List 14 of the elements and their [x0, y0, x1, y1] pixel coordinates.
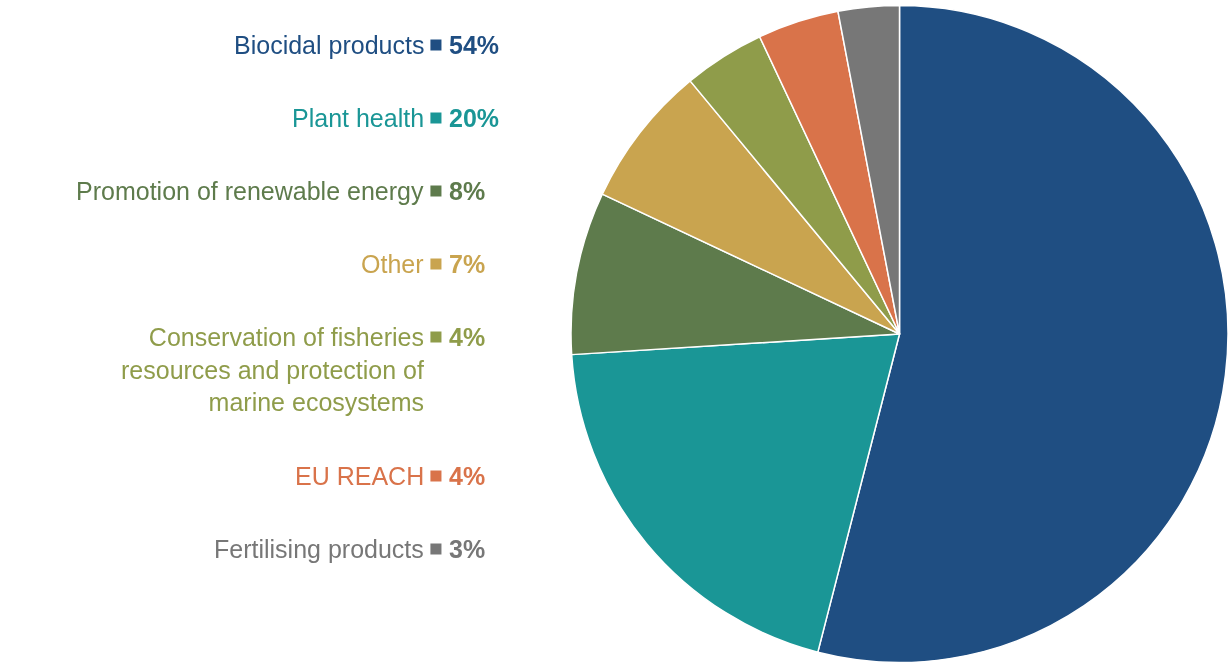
legend-label: Fertilising products	[214, 535, 424, 563]
data-label: 4%	[449, 462, 486, 490]
data-label: 4%	[449, 323, 486, 351]
data-label: 54%	[449, 31, 500, 59]
legend-label: Plant health	[292, 104, 425, 132]
data-label: 7%	[449, 250, 486, 278]
data-label: 8%	[449, 177, 486, 205]
legend-label: Conservation of fisheries resources and protection of marine ecosystems	[121, 323, 425, 416]
legend-label: EU REACH	[295, 462, 425, 490]
legend-label: Other	[361, 250, 424, 278]
legend-label: Promotion of renewable energy	[76, 177, 424, 205]
legend-label: Biocidal products	[234, 31, 425, 59]
data-label: 3%	[449, 535, 486, 563]
data-label: 20%	[449, 104, 500, 132]
